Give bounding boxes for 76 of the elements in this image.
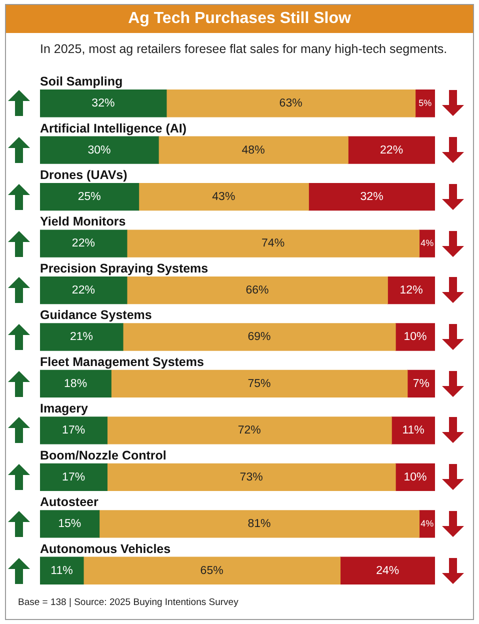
bar [308, 182, 435, 211]
data-label: 30% [88, 144, 111, 156]
data-label: 22% [72, 238, 95, 250]
bar [348, 136, 435, 164]
data-label: 12% [400, 284, 423, 296]
bar [110, 370, 408, 398]
bar [40, 416, 108, 444]
bar [122, 323, 396, 351]
data-label: 32% [92, 98, 115, 110]
bar [106, 463, 396, 492]
data-label: 48% [242, 144, 265, 156]
data-label: 4% [420, 518, 434, 528]
data-label: 22% [72, 284, 95, 296]
data-label: 66% [246, 284, 269, 296]
text: Base = 138 | Source: 2025 Buying Intentions Survey [18, 597, 238, 608]
data-label: 18% [64, 378, 88, 390]
y-tick-label: Soil Sampling [40, 74, 123, 89]
y-tick-label: Boom/Nozzle Control [40, 448, 166, 462]
bar [391, 416, 435, 444]
data-label: 24% [376, 564, 400, 577]
data-label: 69% [248, 331, 271, 344]
bar [83, 556, 341, 584]
data-label: 25% [78, 190, 101, 203]
y-tick-label: Yield Monitors [40, 214, 126, 229]
y-tick-label: Guidance Systems [40, 308, 152, 322]
bar [40, 463, 108, 492]
bar [407, 370, 435, 398]
data-label: 4% [420, 238, 434, 248]
bar [40, 556, 84, 584]
bar [340, 556, 435, 584]
data-label: 43% [212, 190, 236, 203]
bar [40, 182, 140, 211]
data-label: 7% [412, 378, 430, 390]
y-tick-label: Fleet Management Systems [40, 354, 204, 369]
data-label: 32% [360, 190, 384, 203]
data-label: 65% [200, 564, 224, 577]
data-label: 81% [248, 518, 271, 530]
bar [166, 90, 416, 118]
bar [126, 230, 420, 258]
data-label: 63% [279, 98, 302, 110]
y-tick-label: Precision Spraying Systems [40, 261, 208, 276]
y-tick-label: Autosteer [40, 495, 98, 510]
data-label: 22% [380, 144, 404, 156]
bar [98, 510, 420, 538]
y-tick-label: Artificial Intelligence (AI) [40, 121, 187, 136]
bar [106, 416, 392, 444]
data-label: 11% [402, 424, 424, 437]
bar [40, 90, 167, 118]
data-label: 15% [58, 518, 82, 530]
data-label: 17% [62, 424, 86, 437]
chart-title: Ag Tech Purchases Still Slow [6, 5, 473, 33]
data-label: 17% [62, 471, 86, 484]
data-label: 72% [238, 424, 261, 437]
data-label: 10% [404, 471, 427, 484]
bar [40, 276, 128, 304]
data-label: 10% [404, 331, 427, 344]
bar [40, 510, 100, 538]
y-tick-label: Autonomous Vehicles [40, 542, 171, 556]
data-label: 21% [70, 331, 93, 344]
bar [40, 370, 112, 398]
bar [395, 323, 435, 351]
data-label: 75% [248, 378, 271, 390]
bar [40, 136, 159, 164]
bar [40, 323, 124, 351]
y-tick-label: Drones (UAVs) [40, 168, 128, 182]
bar [40, 230, 128, 258]
chart-subtitle: In 2025, most ag retailers foresee flat sales for many high-tech segments. [40, 42, 448, 56]
bar [387, 276, 435, 304]
data-label: 5% [418, 98, 432, 108]
bar [138, 182, 309, 211]
bar [158, 136, 348, 164]
data-label: 73% [240, 471, 263, 484]
bar [126, 276, 388, 304]
data-label: 74% [262, 238, 285, 250]
data-label: 11% [50, 564, 73, 577]
y-tick-label: Imagery [40, 402, 88, 416]
